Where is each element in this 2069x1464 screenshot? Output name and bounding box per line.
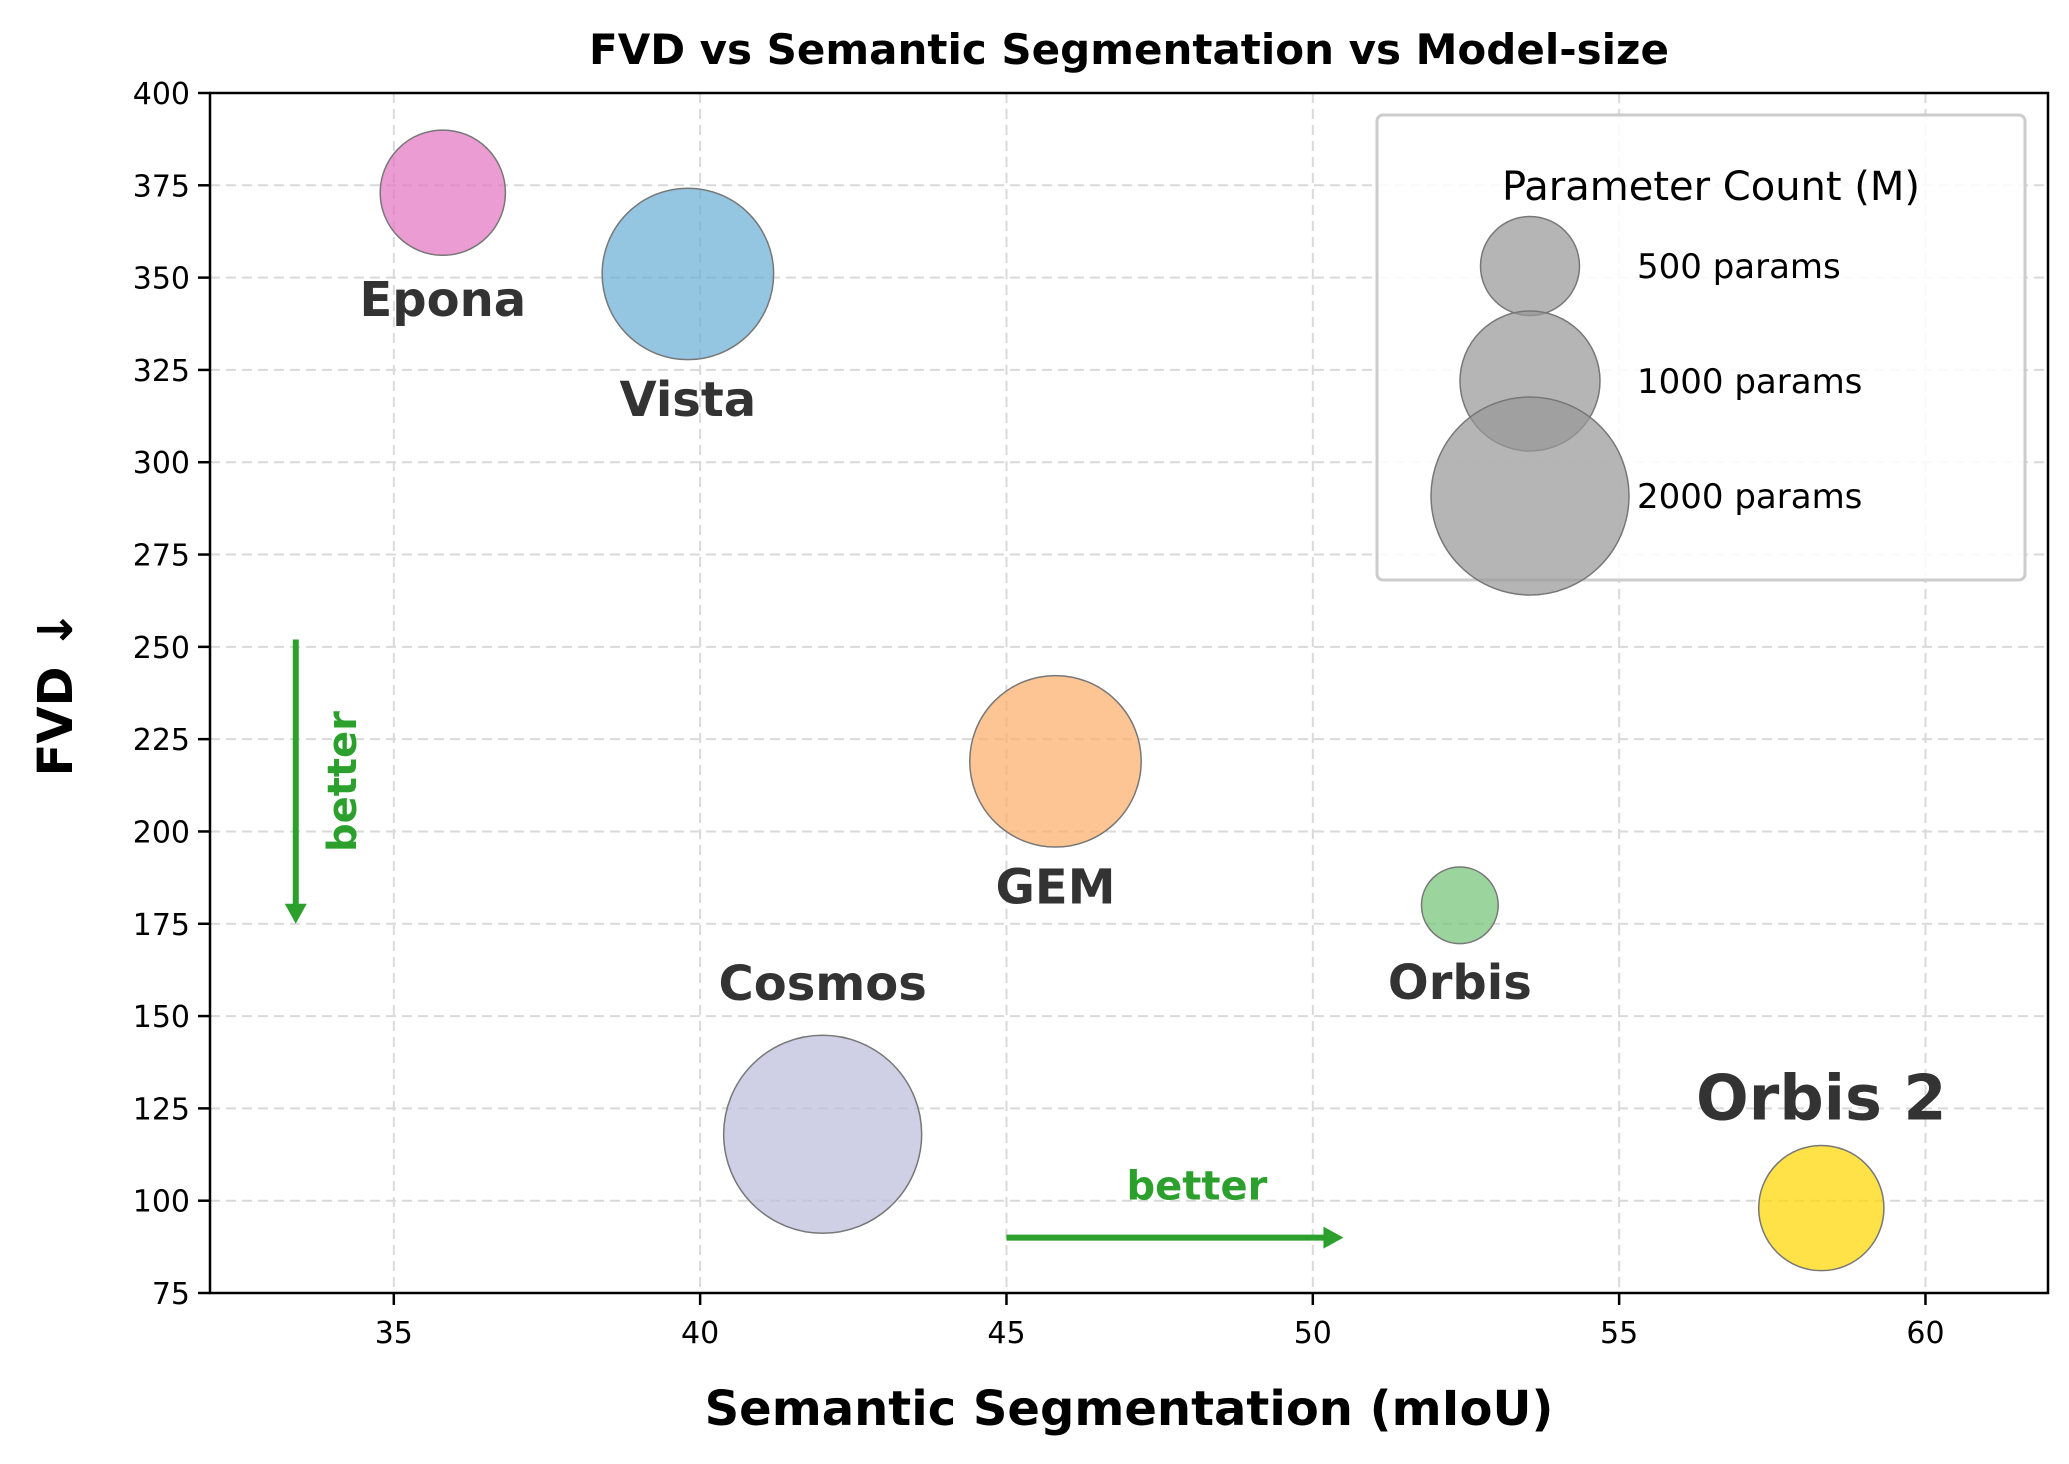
tick-layer: 35 40 45 50 55 60 75 100 125 150 175 200 225 250 275 30…: [133, 77, 1945, 1351]
y-tick-label: 300: [133, 446, 190, 481]
point-label-gem: GEM: [996, 860, 1116, 916]
x-tick-label: 60: [1906, 1316, 1944, 1351]
point-label-orbis: Orbis: [1388, 955, 1532, 1011]
legend-entry-label: 1000 params: [1637, 362, 1862, 402]
bubble-vista: [601, 187, 775, 361]
point-label-cosmos: Cosmos: [718, 956, 926, 1012]
legend-bubble: [1479, 215, 1581, 317]
bubble-orbis-2: [1757, 1144, 1885, 1272]
legend-entry-label: 500 params: [1637, 247, 1841, 287]
legend-title: Parameter Count (M): [1502, 164, 1920, 210]
bubble-cosmos: [722, 1034, 923, 1234]
y-tick-label: 350: [133, 262, 190, 297]
x-tick-label: 55: [1600, 1316, 1638, 1351]
x-tick-label: 40: [681, 1316, 719, 1351]
y-axis-title: FVD ↓: [28, 610, 84, 777]
y-tick-label: 125: [133, 1092, 190, 1127]
bubble-layer: [379, 129, 1885, 1272]
x-tick-label: 45: [987, 1316, 1025, 1351]
y-tick-label: 75: [152, 1277, 190, 1312]
point-label-orbis-2: Orbis 2: [1696, 1061, 1947, 1134]
horizontal-better-arrow-head: [1323, 1226, 1344, 1249]
horizontal-better-label: better: [1127, 1164, 1268, 1210]
y-tick-label: 275: [133, 539, 190, 574]
y-tick-label: 325: [133, 354, 190, 389]
x-tick-label: 35: [375, 1316, 413, 1351]
plot-frame: [208, 91, 2050, 1295]
bubble-orbis: [1420, 866, 1499, 945]
annotation-layer: better better: [284, 639, 1344, 1249]
y-tick-label: 100: [133, 1185, 190, 1220]
label-layer: Epona Vista GEM Orbis Cosmos Orbis 2: [359, 272, 1946, 1135]
vertical-better-label: better: [320, 711, 366, 852]
x-axis-title: Semantic Segmentation (mIoU): [705, 1381, 1554, 1437]
y-tick-label: 225: [133, 723, 190, 758]
y-tick-label: 375: [133, 169, 190, 204]
legend-bubble: [1430, 396, 1630, 596]
legend-entry-label: 2000 params: [1637, 477, 1862, 517]
y-tick-label: 175: [133, 908, 190, 943]
bubble-gem: [968, 674, 1142, 848]
y-tick-label: 150: [133, 1000, 190, 1035]
bubble-epona: [379, 129, 507, 257]
y-tick-label: 200: [133, 815, 190, 850]
vertical-better-arrow-head: [284, 903, 307, 924]
point-label-epona: Epona: [359, 272, 526, 328]
chart-title: FVD vs Semantic Segmentation vs Model-si…: [589, 25, 1669, 74]
point-label-vista: Vista: [620, 372, 757, 428]
legend: Parameter Count (M) 500 params 1000 params…: [1375, 113, 2027, 596]
y-tick-label: 250: [133, 631, 190, 666]
x-tick-label: 50: [1294, 1316, 1332, 1351]
y-tick-label: 400: [133, 77, 190, 112]
